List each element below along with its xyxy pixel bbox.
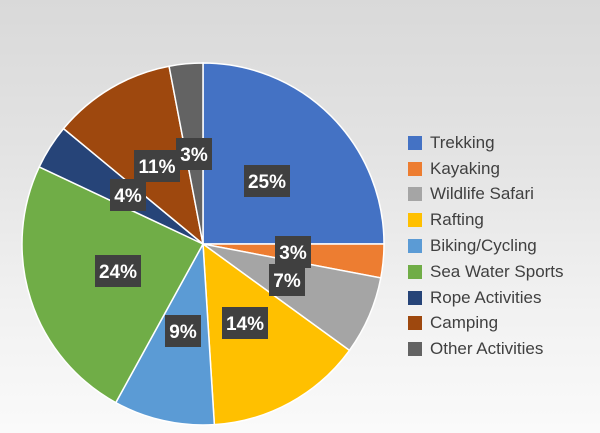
- data-label-text: 14%: [226, 314, 264, 335]
- data-label-wildlife-safari: 7%: [269, 264, 305, 296]
- data-label-text: 4%: [114, 186, 142, 207]
- legend-label: Sea Water Sports: [430, 261, 564, 281]
- pie-data-labels: 25%3%7%14%9%24%4%11%3%: [95, 138, 311, 347]
- legend-label: Wildlife Safari: [430, 184, 534, 204]
- data-label-box: [244, 165, 290, 197]
- legend-label: Rafting: [430, 210, 484, 230]
- legend-item-sea-water-sports: Sea Water Sports: [408, 259, 598, 285]
- legend-swatch: [408, 264, 422, 279]
- legend-label: Other Activities: [430, 339, 544, 359]
- data-label-text: 3%: [279, 243, 307, 264]
- legend-label: Biking/Cycling: [430, 236, 537, 256]
- data-label-kayaking: 3%: [275, 236, 311, 268]
- legend-swatch: [408, 316, 422, 331]
- legend-label: Trekking: [430, 132, 495, 152]
- data-label-other-activities: 3%: [176, 138, 212, 170]
- data-label-box: [275, 236, 311, 268]
- data-label-text: 9%: [169, 322, 197, 343]
- legend-item-kayaking: Kayaking: [408, 156, 598, 182]
- legend-swatch: [408, 213, 422, 228]
- data-label-box: [110, 179, 146, 211]
- legend-item-other-activities: Other Activities: [408, 336, 598, 362]
- legend-label: Camping: [430, 313, 499, 333]
- data-label-box: [222, 307, 268, 339]
- data-label-text: 24%: [99, 262, 137, 283]
- legend-label: Kayaking: [430, 158, 500, 178]
- pie-slice-trekking: [202, 62, 385, 245]
- pie-slice-rafting: [202, 242, 351, 426]
- data-label-text: 25%: [248, 172, 286, 193]
- legend: Trekking Kayaking Wildlife Safari Rafting Bi…: [408, 130, 598, 362]
- data-label-text: 11%: [139, 157, 176, 178]
- legend-item-rafting: Rafting: [408, 207, 598, 233]
- data-label-trekking: 25%: [244, 165, 290, 197]
- data-label-box: [165, 315, 201, 347]
- data-label-rafting: 14%: [222, 307, 268, 339]
- pie-slices: [21, 62, 385, 426]
- legend-swatch: [408, 290, 422, 305]
- legend-swatch: [408, 187, 422, 202]
- data-label-rope-activities: 4%: [110, 179, 146, 211]
- data-label-camping: 11%: [134, 150, 180, 182]
- data-label-box: [176, 138, 212, 170]
- legend-item-camping: Camping: [408, 311, 598, 337]
- legend-item-biking-cycling: Biking/Cycling: [408, 233, 598, 259]
- data-label-text: 7%: [273, 271, 301, 292]
- legend-label: Rope Activities: [430, 287, 542, 307]
- data-label-box: [134, 150, 180, 182]
- legend-item-trekking: Trekking: [408, 130, 598, 156]
- data-label-sea-water-sports: 24%: [95, 255, 141, 287]
- legend-swatch: [408, 239, 422, 254]
- data-label-text: 3%: [180, 145, 208, 166]
- legend-swatch: [408, 342, 422, 357]
- legend-item-wildlife-safari: Wildlife Safari: [408, 182, 598, 208]
- data-label-biking-cycling: 9%: [165, 315, 201, 347]
- data-label-box: [95, 255, 141, 287]
- data-label-box: [269, 264, 305, 296]
- legend-swatch: [408, 135, 422, 150]
- pie-slice-camping: [62, 65, 205, 246]
- legend-swatch: [408, 161, 422, 176]
- legend-item-rope-activities: Rope Activities: [408, 285, 598, 311]
